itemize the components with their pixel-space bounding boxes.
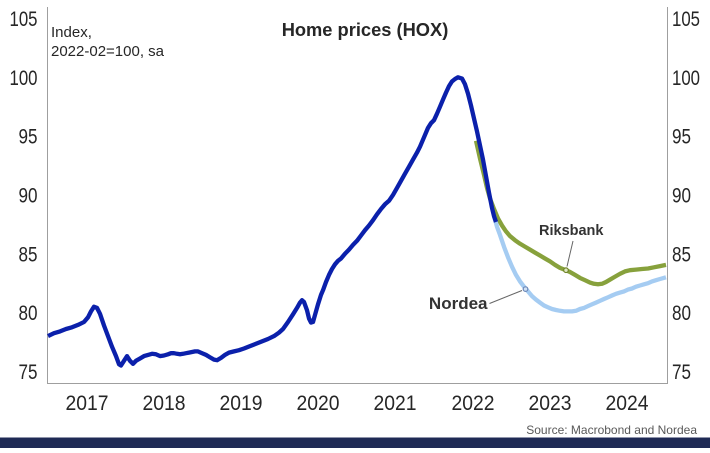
svg-text:105: 105 xyxy=(10,8,38,31)
svg-text:2017: 2017 xyxy=(66,392,109,415)
svg-text:75: 75 xyxy=(19,361,38,384)
svg-text:2020: 2020 xyxy=(297,392,340,415)
svg-text:2024: 2024 xyxy=(606,392,649,415)
svg-text:105: 105 xyxy=(672,8,700,31)
svg-text:75: 75 xyxy=(672,361,691,384)
svg-text:80: 80 xyxy=(672,302,691,325)
svg-text:2022: 2022 xyxy=(452,392,495,415)
svg-text:2021: 2021 xyxy=(374,392,417,415)
svg-text:Source: Macrobond and Nordea: Source: Macrobond and Nordea xyxy=(526,423,697,437)
svg-text:90: 90 xyxy=(19,184,38,207)
svg-text:2018: 2018 xyxy=(143,392,186,415)
svg-text:Home prices (HOX): Home prices (HOX) xyxy=(282,19,449,40)
svg-text:Index,: Index, xyxy=(51,24,92,41)
svg-text:2022-02=100, sa: 2022-02=100, sa xyxy=(51,43,165,60)
svg-text:2023: 2023 xyxy=(529,392,572,415)
svg-text:85: 85 xyxy=(19,243,38,266)
svg-text:100: 100 xyxy=(10,67,38,90)
svg-text:85: 85 xyxy=(672,243,691,266)
svg-text:Riksbank: Riksbank xyxy=(539,223,604,239)
svg-text:95: 95 xyxy=(672,126,691,149)
svg-text:80: 80 xyxy=(19,302,38,325)
svg-text:2019: 2019 xyxy=(220,392,263,415)
svg-text:90: 90 xyxy=(672,184,691,207)
svg-text:100: 100 xyxy=(672,67,700,90)
svg-text:Nordea: Nordea xyxy=(429,294,488,313)
svg-text:95: 95 xyxy=(19,126,38,149)
